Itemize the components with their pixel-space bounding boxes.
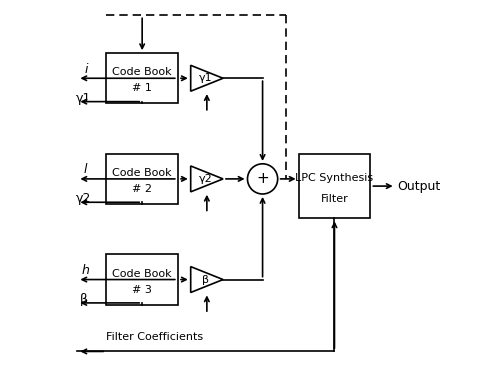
FancyBboxPatch shape	[106, 53, 178, 103]
Text: Output: Output	[398, 180, 440, 193]
Text: γ2: γ2	[76, 192, 92, 205]
Text: Code Book: Code Book	[112, 67, 172, 77]
Text: +: +	[256, 171, 269, 186]
Text: β: β	[80, 293, 88, 306]
Text: i: i	[84, 63, 88, 76]
Text: Code Book: Code Book	[112, 269, 172, 278]
Text: h: h	[82, 264, 90, 277]
Text: LPC Synthesis: LPC Synthesis	[296, 173, 374, 183]
Text: Filter Coefficients: Filter Coefficients	[106, 332, 204, 342]
Text: Code Book: Code Book	[112, 168, 172, 178]
Text: γ1: γ1	[76, 92, 92, 104]
Text: Filter: Filter	[320, 194, 348, 204]
Text: γ1: γ1	[199, 73, 212, 83]
FancyBboxPatch shape	[298, 154, 370, 218]
Polygon shape	[190, 266, 223, 292]
Circle shape	[248, 164, 278, 194]
Polygon shape	[190, 65, 223, 91]
Polygon shape	[190, 166, 223, 192]
Text: # 3: # 3	[132, 285, 152, 295]
Text: # 1: # 1	[132, 83, 152, 93]
FancyBboxPatch shape	[106, 154, 178, 204]
Text: β: β	[202, 274, 209, 285]
Text: l: l	[84, 164, 87, 176]
FancyBboxPatch shape	[106, 254, 178, 305]
Text: # 2: # 2	[132, 184, 152, 194]
Text: γ2: γ2	[199, 174, 212, 184]
